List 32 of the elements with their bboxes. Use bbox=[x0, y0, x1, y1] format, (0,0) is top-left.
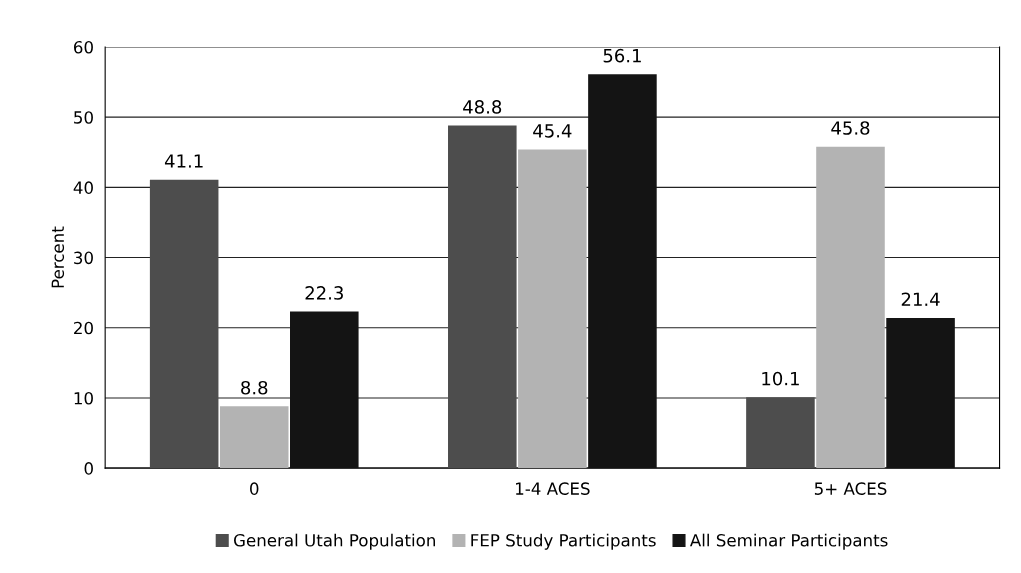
y-tick-label: 60 bbox=[74, 40, 93, 54]
x-tick-label: 0 bbox=[250, 482, 259, 495]
bar bbox=[518, 149, 587, 469]
bar bbox=[746, 397, 815, 469]
bar bbox=[448, 125, 517, 469]
data-label: 45.4 bbox=[533, 124, 572, 138]
x-tick-label: 5+ ACES bbox=[814, 482, 887, 495]
data-label: 48.8 bbox=[463, 100, 502, 114]
data-label: 22.3 bbox=[305, 286, 343, 300]
data-label: 10.1 bbox=[762, 371, 799, 386]
y-axis-title: Percent bbox=[51, 226, 65, 288]
legend-label: FEP Study Participants bbox=[471, 533, 656, 550]
bar bbox=[816, 146, 885, 469]
bar bbox=[588, 74, 657, 469]
y-tick-label: 30 bbox=[74, 251, 93, 265]
legend-label: General Utah Population bbox=[234, 533, 435, 550]
data-label: 8.8 bbox=[241, 380, 268, 395]
y-tick-label: 50 bbox=[74, 111, 93, 124]
bar bbox=[149, 179, 219, 469]
bar bbox=[219, 406, 289, 469]
bar bbox=[290, 311, 359, 469]
data-label: 56.1 bbox=[603, 48, 641, 63]
y-tick-label: 10 bbox=[74, 391, 93, 405]
y-tick-label: 20 bbox=[74, 321, 93, 335]
y-tick-label: 40 bbox=[73, 181, 93, 194]
data-label: 45.8 bbox=[831, 121, 870, 135]
bar bbox=[886, 317, 955, 469]
data-label: 21.4 bbox=[901, 292, 940, 306]
legend-label: All Seminar Participants bbox=[689, 533, 888, 550]
y-tick-label: 0 bbox=[84, 462, 93, 475]
x-tick-label: 1-4 ACES bbox=[516, 482, 590, 495]
data-label: 41.1 bbox=[164, 154, 203, 168]
